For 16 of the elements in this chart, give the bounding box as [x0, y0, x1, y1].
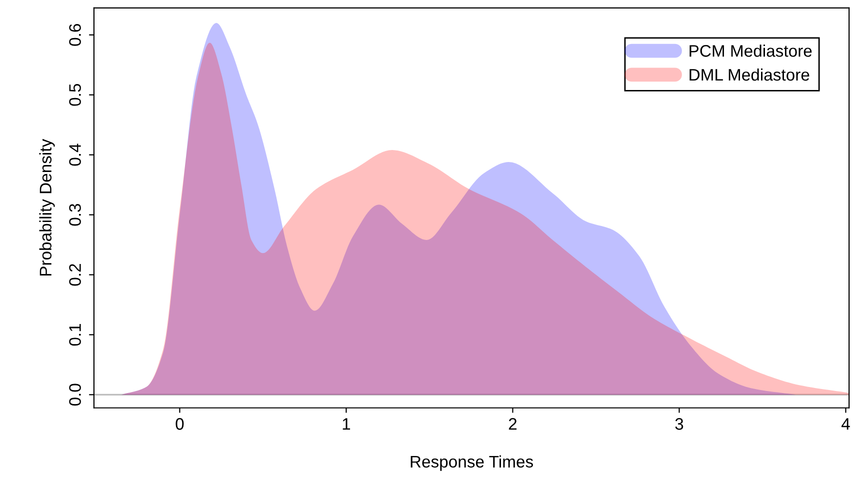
y-tick-label: 0.3: [69, 204, 81, 226]
y-axis-title: Probability Density: [39, 138, 55, 276]
y-tick-label: 0.2: [69, 264, 81, 286]
y-tick-label: 0.6: [69, 24, 81, 46]
x-tick-label: 4: [841, 418, 850, 430]
legend-label: PCM Mediastore: [690, 44, 812, 57]
y-tick-label: 0.0: [69, 384, 81, 406]
y-tick-label: 0.1: [69, 324, 81, 346]
x-tick-label: 0: [176, 418, 184, 430]
legend-label: DML Mediastore: [690, 68, 810, 81]
y-tick-label: 0.5: [69, 84, 81, 106]
x-tick-label: 2: [508, 418, 517, 430]
x-axis-title: Response Times: [410, 455, 533, 471]
x-tick-label: 1: [342, 418, 350, 430]
x-tick-label: 3: [675, 418, 684, 430]
y-tick-label: 0.4: [69, 144, 81, 166]
